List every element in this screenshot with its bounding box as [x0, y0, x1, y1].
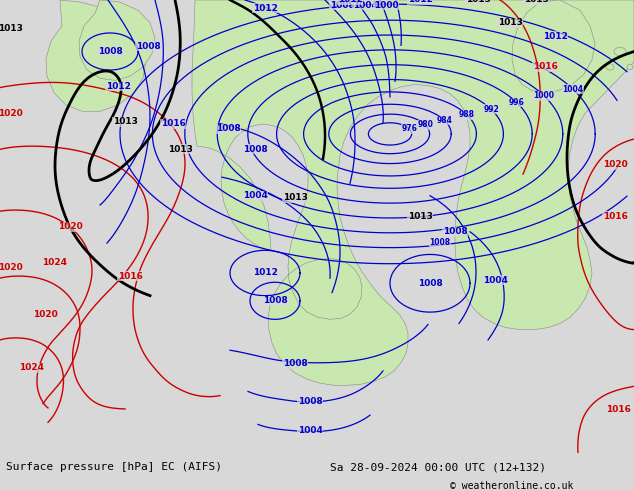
- Ellipse shape: [614, 48, 626, 56]
- Text: 1013: 1013: [113, 117, 138, 126]
- Text: 1008: 1008: [283, 359, 307, 368]
- Text: 1020: 1020: [58, 222, 82, 231]
- Text: 1020: 1020: [0, 263, 22, 272]
- Text: 1024: 1024: [42, 258, 67, 267]
- Text: 1008: 1008: [330, 0, 354, 10]
- Text: Sa 28-09-2024 00:00 UTC (12+132): Sa 28-09-2024 00:00 UTC (12+132): [330, 462, 546, 472]
- Text: 1013: 1013: [498, 18, 522, 27]
- Text: 1016: 1016: [160, 119, 185, 128]
- Text: 1013: 1013: [465, 0, 491, 4]
- Text: 1013: 1013: [0, 24, 22, 33]
- Text: 1004: 1004: [482, 276, 507, 285]
- Polygon shape: [192, 0, 634, 385]
- Ellipse shape: [606, 64, 614, 70]
- Text: 1004: 1004: [562, 84, 583, 94]
- Text: 1012: 1012: [408, 0, 432, 4]
- Text: 1012: 1012: [543, 31, 567, 41]
- Text: 1013: 1013: [524, 0, 548, 4]
- Text: 1020: 1020: [603, 160, 628, 170]
- Text: 1008: 1008: [297, 397, 322, 406]
- Text: 1008: 1008: [429, 238, 451, 246]
- Polygon shape: [79, 0, 155, 80]
- Text: 1016: 1016: [605, 406, 630, 415]
- Text: 1008: 1008: [443, 227, 467, 236]
- Text: 1016: 1016: [117, 271, 143, 281]
- Text: 1013: 1013: [167, 145, 193, 154]
- Text: 1020: 1020: [32, 310, 57, 318]
- Text: 1008: 1008: [243, 145, 268, 154]
- Text: 1012: 1012: [252, 269, 278, 277]
- Text: 1024: 1024: [20, 363, 44, 372]
- Text: 1004: 1004: [353, 0, 377, 10]
- Text: 1012: 1012: [106, 82, 131, 91]
- Text: 1020: 1020: [0, 109, 22, 118]
- Text: 1016: 1016: [602, 212, 628, 221]
- Text: Surface pressure [hPa] EC (AIFS): Surface pressure [hPa] EC (AIFS): [6, 462, 223, 472]
- Text: 1000: 1000: [373, 0, 398, 10]
- Text: 1008: 1008: [262, 296, 287, 305]
- Text: 1008: 1008: [98, 47, 122, 56]
- Text: 980: 980: [417, 121, 433, 129]
- Text: 1012: 1012: [337, 0, 363, 4]
- Text: 984: 984: [437, 116, 453, 125]
- Text: 1004: 1004: [243, 191, 268, 200]
- Polygon shape: [512, 0, 595, 93]
- Text: 996: 996: [509, 98, 524, 107]
- Text: 988: 988: [459, 110, 475, 120]
- Text: 1008: 1008: [136, 42, 160, 51]
- Polygon shape: [46, 0, 146, 111]
- Text: 992: 992: [483, 105, 499, 114]
- Text: 1004: 1004: [297, 426, 323, 435]
- Text: 1016: 1016: [533, 62, 557, 72]
- Ellipse shape: [627, 64, 633, 70]
- Text: 1008: 1008: [216, 124, 240, 133]
- Text: 1012: 1012: [252, 4, 278, 13]
- Text: 1013: 1013: [283, 193, 307, 202]
- Text: 1013: 1013: [408, 212, 432, 221]
- Text: © weatheronline.co.uk: © weatheronline.co.uk: [450, 481, 574, 490]
- Text: 1000: 1000: [533, 91, 555, 100]
- Text: 1008: 1008: [418, 279, 443, 288]
- Text: 976: 976: [401, 124, 417, 133]
